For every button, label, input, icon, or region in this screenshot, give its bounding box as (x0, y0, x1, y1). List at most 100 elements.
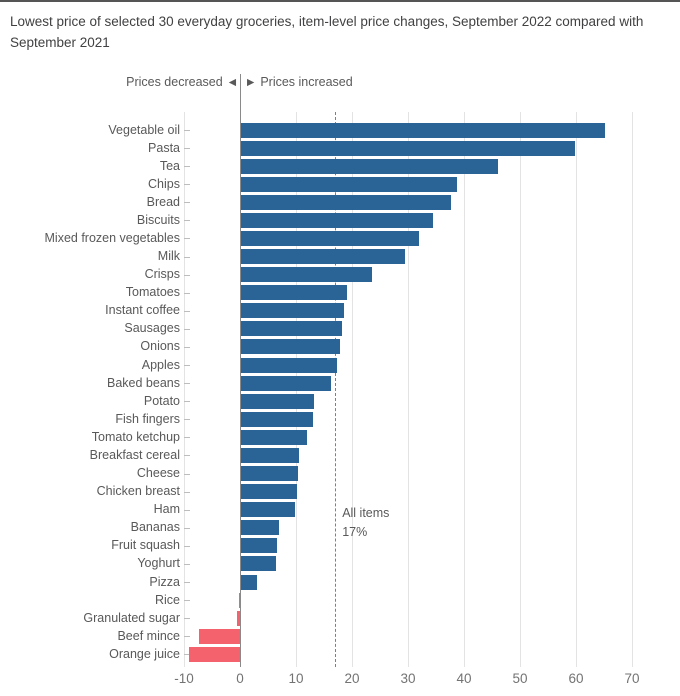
bar-chicken-breast[interactable] (240, 484, 297, 500)
bar-fruit-squash[interactable] (240, 538, 277, 554)
category-tick (184, 166, 190, 168)
category-tick (184, 130, 190, 131)
gridline (184, 112, 185, 667)
category-label-chicken-breast: Chicken breast (96, 484, 180, 499)
category-tick (184, 401, 190, 403)
x-tick-label: 40 (456, 671, 472, 686)
gridline (408, 112, 409, 667)
category-label-fruit-squash: Fruit squash (111, 538, 180, 553)
category-tick (184, 184, 190, 186)
bar-fish-fingers[interactable] (240, 411, 313, 427)
x-tick-label: 0 (236, 671, 244, 686)
bar-apples[interactable] (240, 357, 337, 373)
chart-title: Lowest price of selected 30 everyday gro… (10, 14, 644, 50)
category-tick (184, 654, 190, 656)
bar-tomato-ketchup[interactable] (240, 429, 307, 445)
category-tick (184, 437, 190, 439)
x-tick-label: 20 (344, 671, 360, 686)
category-tick (184, 509, 190, 511)
category-label-sausages: Sausages (124, 321, 180, 336)
category-tick (184, 202, 190, 204)
top-border (0, 0, 680, 2)
bar-onions[interactable] (240, 339, 341, 355)
category-tick (184, 545, 190, 547)
gridline (576, 112, 577, 667)
category-label-vegetable-oil: Vegetable oil (108, 122, 180, 137)
bar-baked-beans[interactable] (240, 375, 331, 391)
category-label-rice: Rice (154, 592, 180, 607)
arrow-left-icon: ◀ (228, 77, 236, 88)
bar-pasta[interactable] (240, 140, 576, 156)
bar-tomatoes[interactable] (240, 285, 347, 301)
all-items-annotation-line2: 17% (342, 525, 368, 539)
bar-vegetable-oil[interactable] (240, 122, 606, 138)
bar-yoghurt[interactable] (240, 556, 277, 572)
category-label-bananas: Bananas (130, 520, 180, 535)
x-tick-label: 50 (512, 671, 528, 686)
category-tick (184, 310, 190, 312)
bar-rice[interactable] (238, 592, 240, 608)
bar-granulated-sugar[interactable] (236, 610, 240, 626)
category-label-apples: Apples (141, 357, 180, 372)
category-tick (184, 256, 190, 258)
gridline (632, 112, 633, 667)
category-label-tomato-ketchup: Tomato ketchup (91, 429, 180, 444)
category-label-tomatoes: Tomatoes (125, 285, 180, 300)
category-label-breakfast-cereal: Breakfast cereal (89, 447, 180, 462)
bar-sausages[interactable] (240, 321, 342, 337)
bar-bread[interactable] (240, 194, 451, 210)
prices-decreased-label: Prices decreased ◀ (126, 75, 236, 89)
category-tick (184, 600, 190, 602)
bar-crisps[interactable] (240, 267, 372, 283)
bar-tea[interactable] (240, 158, 498, 174)
category-tick (184, 491, 190, 493)
bar-ham[interactable] (240, 502, 295, 518)
category-label-milk: Milk (157, 249, 180, 264)
category-label-pasta: Pasta (148, 140, 180, 155)
bar-cheese[interactable] (240, 466, 299, 482)
category-label-bread: Bread (146, 194, 180, 209)
bar-orange-juice[interactable] (189, 646, 240, 662)
category-tick (184, 636, 190, 638)
gridline (520, 112, 521, 667)
category-label-cheese: Cheese (136, 466, 180, 481)
bar-chips[interactable] (240, 176, 457, 192)
bar-bananas[interactable] (240, 520, 280, 536)
bar-potato[interactable] (240, 393, 314, 409)
category-tick (184, 220, 190, 222)
category-label-tea: Tea (159, 158, 180, 173)
category-tick (184, 419, 190, 421)
category-tick (184, 328, 190, 330)
bar-mixed-frozen-vegetables[interactable] (240, 230, 419, 246)
category-label-onions: Onions (140, 339, 180, 354)
x-tick-label: 60 (568, 671, 584, 686)
category-label-ham: Ham (153, 502, 180, 517)
category-label-mixed-frozen-vegetables: Mixed frozen vegetables (44, 230, 181, 245)
category-tick (184, 455, 190, 457)
category-tick (184, 365, 190, 367)
bar-breakfast-cereal[interactable] (240, 447, 300, 463)
category-label-beef-mince: Beef mince (117, 628, 180, 643)
bar-beef-mince[interactable] (199, 628, 240, 644)
category-tick (184, 473, 190, 475)
bar-instant-coffee[interactable] (240, 303, 344, 319)
category-tick (184, 292, 190, 294)
bar-biscuits[interactable] (240, 212, 433, 228)
category-tick (184, 148, 190, 150)
category-tick (184, 527, 190, 529)
direction-labels: Prices decreased ◀ ▶ Prices increased (0, 75, 680, 91)
bar-pizza[interactable] (240, 574, 258, 590)
category-label-yoghurt: Yoghurt (137, 556, 180, 571)
category-tick (184, 618, 190, 620)
bar-milk[interactable] (240, 249, 405, 265)
x-tick-label: 30 (400, 671, 416, 686)
category-label-pizza: Pizza (149, 574, 180, 589)
category-label-potato: Potato (143, 393, 180, 408)
category-label-granulated-sugar: Granulated sugar (83, 610, 180, 625)
category-label-fish-fingers: Fish fingers (115, 411, 180, 426)
category-label-chips: Chips (148, 176, 180, 191)
category-label-biscuits: Biscuits (136, 212, 180, 227)
all-items-annotation: All items 17% (342, 504, 389, 542)
category-label-instant-coffee: Instant coffee (105, 303, 180, 318)
category-tick (184, 346, 190, 348)
